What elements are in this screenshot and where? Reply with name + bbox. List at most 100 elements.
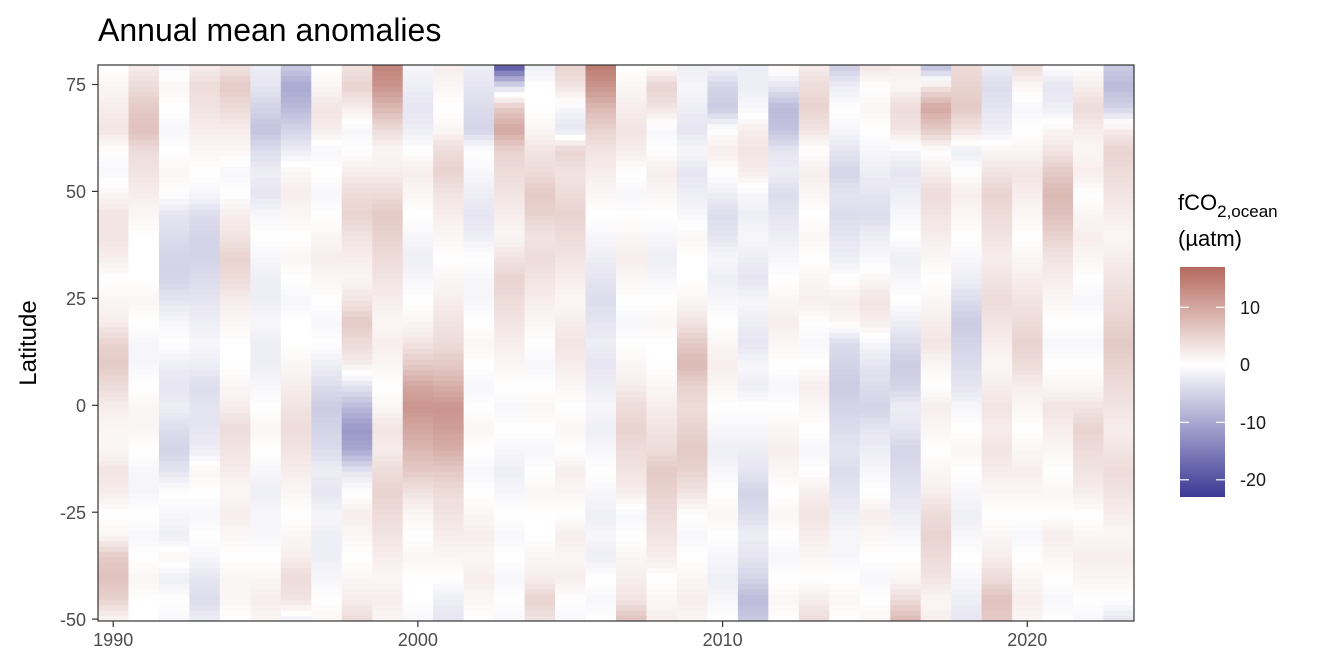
heatmap-cell	[1042, 171, 1074, 178]
heatmap-cell	[616, 155, 647, 162]
heatmap-cell	[1012, 139, 1043, 146]
heatmap-cell	[128, 81, 160, 87]
heatmap-cell	[798, 65, 830, 71]
heatmap-cell	[737, 439, 769, 445]
heatmap-cell	[890, 487, 922, 494]
heatmap-cell	[219, 396, 251, 403]
heatmap-cell	[433, 364, 465, 371]
heatmap-cell	[494, 433, 525, 440]
heatmap-cell	[280, 118, 312, 125]
heatmap-cell	[372, 380, 404, 387]
heatmap-cell	[829, 588, 861, 595]
heatmap-cell	[768, 423, 800, 429]
heatmap-cell	[951, 198, 983, 205]
heatmap-cell	[433, 540, 465, 547]
heatmap-cell	[1103, 588, 1134, 595]
heatmap-cell	[707, 268, 739, 274]
heatmap-cell	[189, 220, 221, 226]
heatmap-cell	[1073, 246, 1104, 253]
heatmap-cell	[981, 113, 1013, 119]
heatmap-cell	[737, 615, 769, 621]
heatmap-cell	[463, 262, 495, 269]
heatmap-cell	[1042, 385, 1074, 392]
y-axis: 75 50 25 0 -25 -50	[60, 75, 98, 630]
heatmap-cell	[737, 375, 769, 381]
heatmap-cell	[890, 134, 922, 141]
heatmap-cell	[189, 204, 221, 210]
heatmap-cell	[219, 193, 251, 200]
heatmap-cell	[280, 583, 312, 590]
heatmap-cell	[585, 588, 617, 595]
heatmap-cell	[981, 284, 1013, 290]
heatmap-cell	[951, 369, 983, 376]
heatmap-cell	[768, 471, 800, 478]
y-tick-label: -50	[60, 610, 86, 630]
heatmap-cell	[585, 465, 617, 472]
heatmap-cell	[707, 321, 739, 328]
heatmap-cell	[524, 300, 556, 306]
heatmap-cell	[555, 134, 586, 141]
heatmap-cell	[341, 562, 373, 568]
heatmap-cell	[768, 610, 800, 617]
heatmap-cell	[585, 551, 617, 558]
heatmap-cell	[1103, 572, 1134, 579]
heatmap-cell	[341, 326, 373, 333]
heatmap-cell	[1103, 604, 1134, 611]
heatmap-cell	[737, 444, 769, 451]
heatmap-cell	[402, 519, 434, 526]
heatmap-cell	[555, 492, 586, 499]
heatmap-cell	[707, 166, 739, 173]
heatmap-cell	[311, 75, 343, 82]
heatmap-cell	[189, 193, 221, 200]
heatmap-cell	[158, 166, 190, 173]
heatmap-cell	[524, 289, 556, 296]
heatmap-cell	[646, 321, 678, 328]
heatmap-cell	[555, 118, 586, 125]
heatmap-cell	[798, 476, 830, 483]
heatmap-cell	[524, 129, 556, 135]
heatmap-cell	[768, 107, 800, 114]
heatmap-cell	[859, 252, 891, 258]
heatmap-cell	[676, 294, 708, 301]
heatmap-cell	[341, 209, 373, 216]
heatmap-cell	[616, 540, 647, 547]
heatmap-cell	[494, 70, 525, 77]
heatmap-cell	[981, 369, 1013, 376]
heatmap-cell	[555, 364, 586, 371]
heatmap-cell	[920, 294, 952, 301]
heatmap-cell	[372, 503, 404, 510]
heatmap-cell	[798, 97, 830, 103]
heatmap-cell	[707, 359, 739, 365]
heatmap-cell	[250, 503, 282, 510]
heatmap-cell	[646, 268, 678, 274]
heatmap-cell	[859, 353, 891, 360]
heatmap-cell	[189, 86, 221, 93]
heatmap-cell	[280, 97, 312, 103]
heatmap-cell	[494, 359, 525, 365]
heatmap-cell	[494, 294, 525, 301]
heatmap-cell	[737, 257, 769, 264]
heatmap-cell	[981, 246, 1013, 253]
heatmap-cell	[341, 401, 373, 408]
heatmap-cell	[433, 514, 465, 520]
heatmap-cell	[890, 171, 922, 178]
heatmap-cell	[524, 428, 556, 435]
heatmap-cell	[555, 588, 586, 595]
heatmap-cell	[402, 81, 434, 87]
heatmap-cell	[707, 102, 739, 109]
heatmap-cell	[859, 604, 891, 611]
heatmap-cell	[768, 273, 800, 280]
heatmap-cell	[158, 129, 190, 135]
heatmap-cell	[250, 380, 282, 387]
heatmap-cell	[707, 193, 739, 200]
heatmap-cell	[616, 567, 647, 574]
heatmap-cell	[1042, 380, 1074, 387]
heatmap-cell	[494, 503, 525, 510]
heatmap-cell	[585, 449, 617, 456]
heatmap-cell	[1073, 412, 1104, 419]
heatmap-cell	[798, 364, 830, 371]
heatmap-cell	[829, 449, 861, 456]
heatmap-cell	[250, 369, 282, 376]
heatmap-cell	[372, 594, 404, 601]
heatmap-cell	[219, 482, 251, 488]
